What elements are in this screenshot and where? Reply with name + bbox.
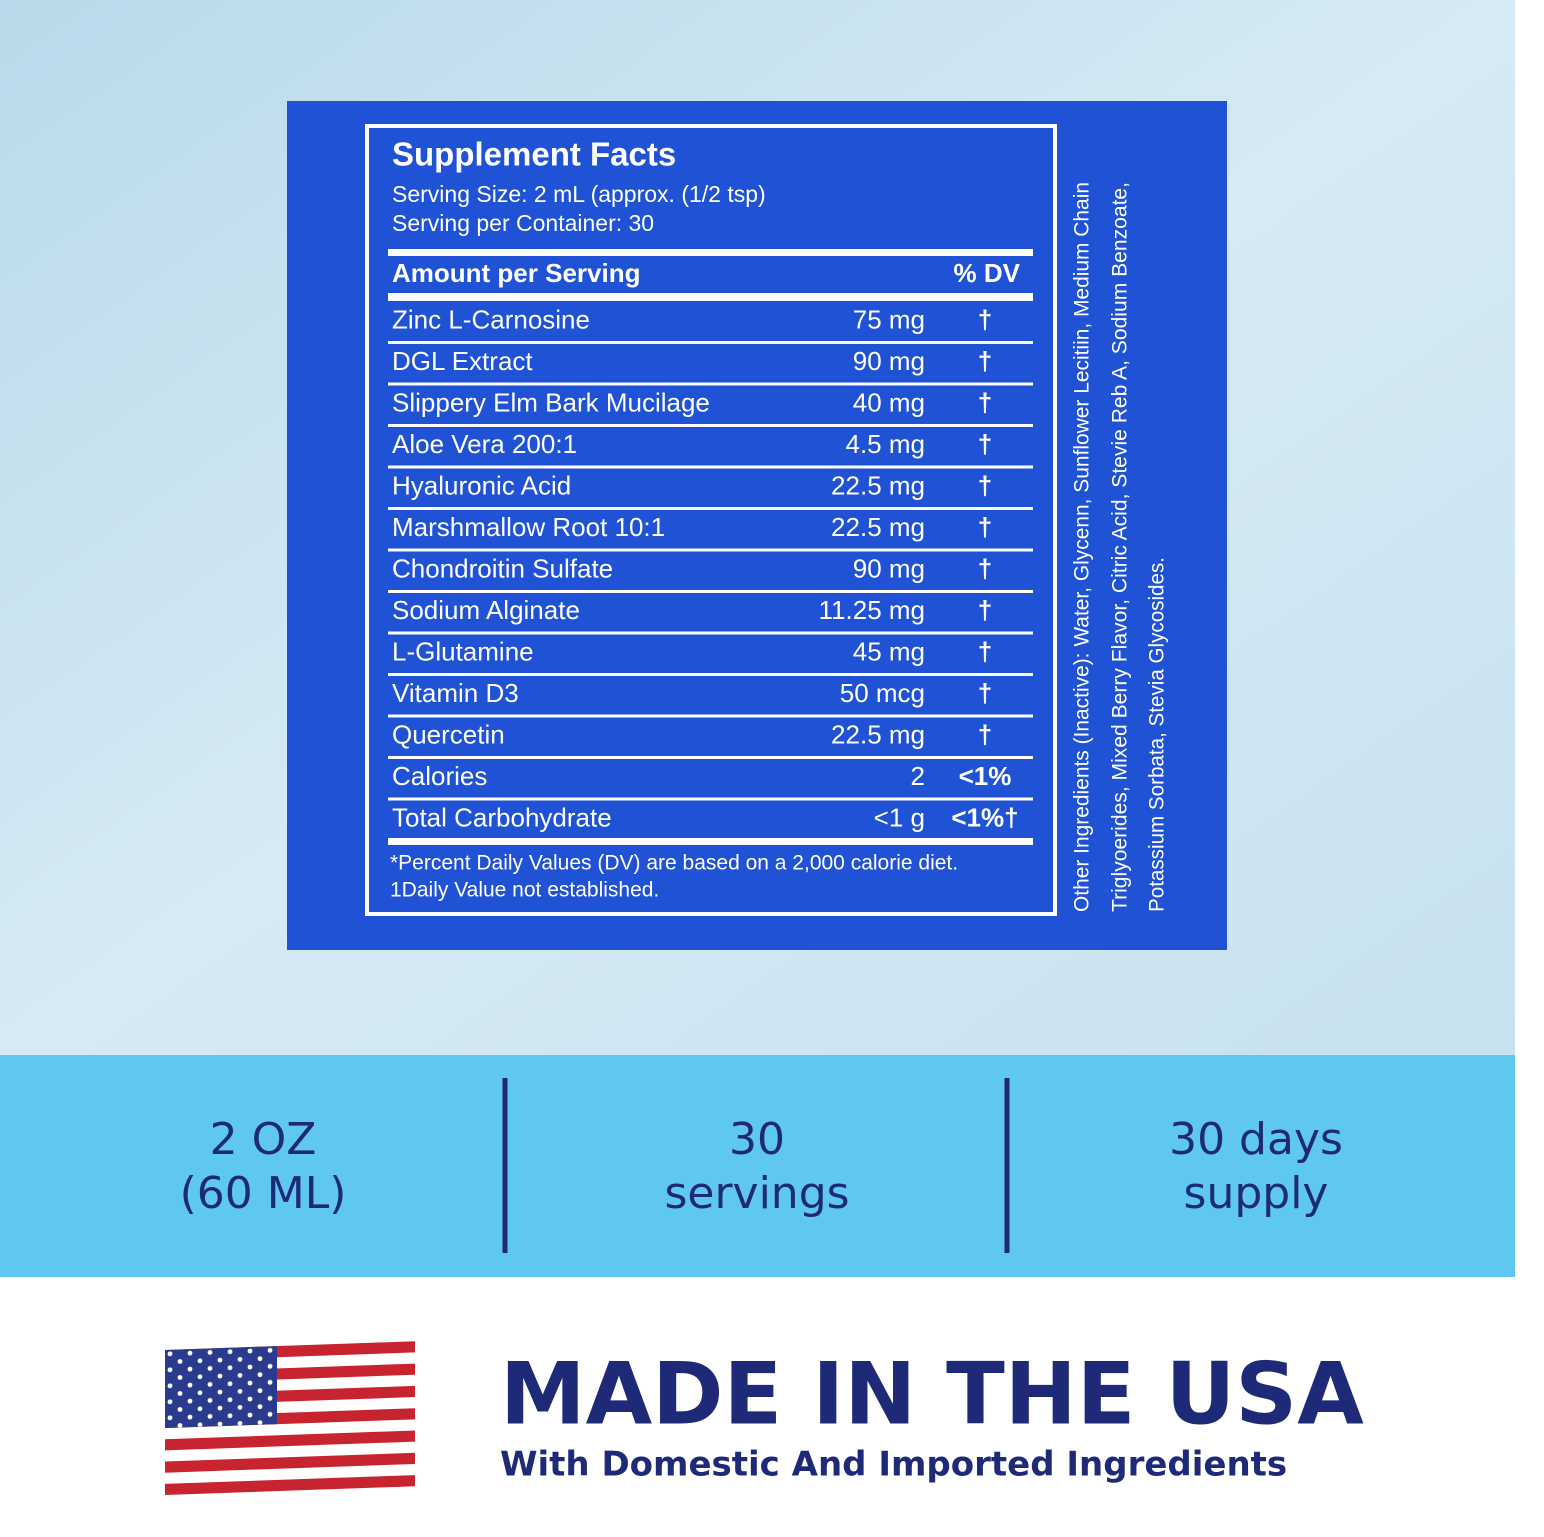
ingredient-name: Aloe Vera 200:1 xyxy=(392,429,577,459)
ingredient-dv: † xyxy=(978,471,992,501)
ingredient-name: Quercetin xyxy=(392,720,505,750)
ingredient-amount: 40 mg xyxy=(853,388,925,418)
ingredient-amount: 2 xyxy=(911,761,925,791)
ingredient-name: L-Glutamine xyxy=(392,637,534,667)
ingredient-amount: 22.5 mg xyxy=(831,512,925,542)
ingredient-name: DGL Extract xyxy=(392,346,533,376)
ingredient-dv: <1%† xyxy=(951,803,1018,833)
ingredient-name: Sodium Alginate xyxy=(392,595,580,625)
stat-text: servings xyxy=(664,1168,849,1219)
label-panel xyxy=(287,101,1227,950)
ingredient-name: Hyaluronic Acid xyxy=(392,471,571,501)
ingredient-dv: † xyxy=(978,346,992,376)
ingredient-amount: 4.5 mg xyxy=(846,429,926,459)
ingredient-amount: 22.5 mg xyxy=(831,471,925,501)
banner-subtitle: With Domestic And Imported Ingredients xyxy=(500,1445,1287,1485)
ingredient-amount: <1 g xyxy=(874,803,925,833)
stats-band xyxy=(0,1055,1515,1277)
ingredient-name: Total Carbohydrate xyxy=(392,803,612,833)
ingredient-amount: 45 mg xyxy=(853,637,925,667)
ingredient-name: Vitamin D3 xyxy=(392,678,519,708)
ingredient-name: Calories xyxy=(392,761,487,791)
ingredient-dv: † xyxy=(978,512,992,542)
header-amount: Amount per Serving xyxy=(392,258,640,288)
us-flag xyxy=(165,1341,415,1496)
ingredient-dv: † xyxy=(978,720,992,750)
header-dv: % DV xyxy=(954,258,1021,288)
ingredient-dv: † xyxy=(978,595,992,625)
ingredient-amount: 50 mcg xyxy=(840,678,925,708)
rule xyxy=(388,293,1033,301)
ingredient-dv: † xyxy=(978,305,992,335)
ingredient-dv: † xyxy=(978,429,992,459)
footnote: 1Daily Value not established. xyxy=(390,879,659,902)
ingredient-amount: 75 mg xyxy=(853,305,925,335)
ingredient-name: Marshmallow Root 10:1 xyxy=(392,512,665,542)
ingredient-name: Zinc L-Carnosine xyxy=(392,305,590,335)
ingredient-name: Chondroitin Sulfate xyxy=(392,554,613,584)
other-ingredients: Triglyoerides, Mixed Berry Flavor, Citri… xyxy=(1109,182,1132,912)
label-border xyxy=(365,124,1057,916)
rule xyxy=(388,838,1033,845)
footnote: *Percent Daily Values (DV) are based on … xyxy=(390,852,958,875)
ingredient-dv: † xyxy=(978,678,992,708)
ingredient-dv: <1% xyxy=(959,761,1012,791)
stat-text: (60 ML) xyxy=(180,1168,347,1219)
label-title: Supplement Facts xyxy=(392,136,676,173)
ingredient-dv: † xyxy=(978,388,992,418)
banner-title: MADE IN THE USA xyxy=(500,1344,1364,1444)
rule xyxy=(388,249,1033,256)
serving-size: Serving Size: 2 mL (approx. (1/2 tsp) xyxy=(392,181,766,207)
ingredient-amount: 11.25 mg xyxy=(819,595,925,625)
flag-stripe xyxy=(165,1430,415,1451)
other-ingredients: Potassium Sorbata, Stevia Glycosides. xyxy=(1146,557,1169,912)
ingredient-amount: 90 mg xyxy=(853,346,925,376)
ingredient-dv: † xyxy=(978,554,992,584)
flag-stripe xyxy=(165,1452,415,1473)
stat-text: 2 OZ xyxy=(210,1114,317,1165)
stat-text: supply xyxy=(1184,1168,1329,1219)
stat-text: 30 days xyxy=(1169,1114,1343,1165)
stat-text: 30 xyxy=(729,1114,785,1165)
ingredient-name: Slippery Elm Bark Mucilage xyxy=(392,388,710,418)
ingredient-amount: 90 mg xyxy=(853,554,925,584)
ingredient-dv: † xyxy=(978,637,992,667)
ingredient-amount: 22.5 mg xyxy=(831,720,925,750)
flag-stripe xyxy=(165,1475,415,1496)
servings-per-container: Serving per Container: 30 xyxy=(392,210,654,236)
other-ingredients: Other Ingredients (Inactive): Water, Gly… xyxy=(1071,182,1094,912)
